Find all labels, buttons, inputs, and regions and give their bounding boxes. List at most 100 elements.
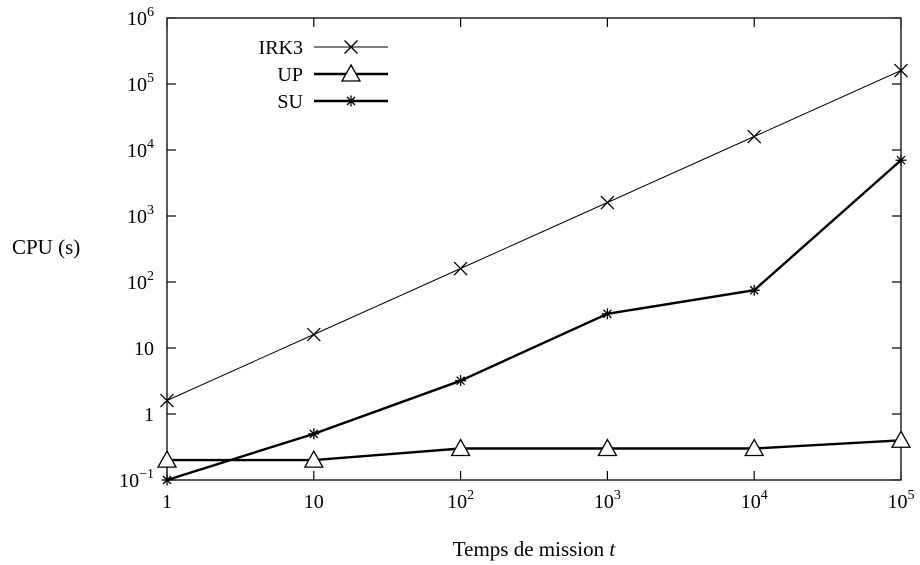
legend-item-su: SU [277, 91, 388, 113]
marker-stroke [600, 195, 615, 210]
y-tick-label-exponent: 5 [147, 71, 154, 86]
y-tick-label-base: 10 [127, 140, 147, 162]
y-tick-label: 10 [134, 338, 154, 360]
marker-stroke [344, 40, 358, 54]
y-tick-label-exponent: 4 [147, 137, 154, 152]
y-tick-label-exponent: 6 [147, 5, 154, 20]
y-tick-label: 103 [127, 203, 154, 228]
x-tick-label-base: 1 [162, 491, 172, 513]
x-tick-label-base: 10 [304, 491, 324, 513]
data-point [600, 195, 615, 210]
legend-label: SU [277, 91, 303, 113]
y-tick-label-exponent: −1 [139, 467, 154, 482]
x-axis-label-variable: t [609, 537, 616, 561]
x-axis-label-prefix: Temps de mission [453, 537, 610, 561]
marker-triangle [597, 438, 618, 457]
data-point [450, 438, 471, 457]
data-point [308, 428, 320, 440]
y-tick-label-base: 10 [127, 74, 147, 96]
marker-stroke [306, 327, 321, 342]
data-point [601, 308, 613, 320]
x-tick-label: 103 [594, 488, 621, 513]
y-tick-label-exponent: 2 [147, 269, 154, 284]
x-tick-label-exponent: 5 [908, 488, 915, 503]
data-point [895, 154, 907, 166]
y-tick-label: 102 [127, 269, 154, 294]
data-point [156, 449, 178, 468]
y-tick-label-base: 1 [144, 404, 154, 426]
x-tick-label: 10 [304, 491, 324, 513]
series-layer [156, 63, 912, 486]
marker-stroke [160, 393, 174, 408]
data-point [894, 63, 908, 78]
legend-marker [344, 40, 358, 54]
data-point [306, 327, 321, 342]
y-tick-label: 10−1 [119, 467, 154, 492]
x-tick-label-exponent: 4 [761, 488, 768, 503]
data-point [455, 375, 467, 387]
data-point [890, 429, 912, 448]
series-line [166, 70, 902, 401]
marker-triangle [340, 63, 362, 82]
x-tick-label: 105 [888, 488, 915, 513]
plot-frame [166, 17, 902, 481]
x-tick-label-exponent: 3 [614, 488, 621, 503]
x-tick-label: 104 [741, 488, 768, 513]
y-tick-label-exponent: 3 [147, 203, 154, 218]
data-point [747, 129, 762, 144]
legend-item-irk3: IRK3 [259, 37, 388, 59]
x-tick-label: 1 [162, 491, 172, 513]
marker-triangle [303, 449, 324, 468]
series-line [166, 159, 902, 482]
marker-stroke [162, 475, 172, 485]
marker-stroke [309, 429, 319, 439]
y-tick-label: 1 [144, 404, 154, 426]
y-tick-label-base: 10 [127, 272, 147, 294]
data-point [748, 284, 760, 296]
series-line [167, 439, 902, 462]
marker-triangle [450, 438, 471, 457]
y-tick-label: 105 [127, 71, 154, 96]
x-axis-label: Temps de mission t [453, 537, 617, 561]
legend-label: IRK3 [259, 37, 303, 59]
y-tick-label-base: 10 [127, 8, 147, 30]
data-point [453, 261, 468, 276]
marker-stroke [453, 261, 468, 276]
legend: IRK3 UP SU [259, 37, 388, 113]
x-tick-label-base: 10 [741, 491, 761, 513]
legend-marker [345, 95, 357, 107]
marker-stroke [747, 129, 762, 144]
legend-marker [340, 63, 362, 82]
data-point [597, 438, 618, 457]
marker-triangle [744, 438, 765, 457]
marker-stroke [602, 309, 612, 319]
series-irk3 [160, 63, 908, 408]
x-tick-label-base: 10 [594, 491, 614, 513]
y-axis-label: CPU (s) [12, 235, 80, 259]
marker-triangle [156, 449, 178, 468]
y-tick-label: 106 [127, 5, 154, 30]
y-tick-label-base: 10 [119, 470, 139, 492]
data-point [161, 474, 173, 486]
plot-axes [166, 17, 902, 481]
y-tick-label: 104 [127, 137, 154, 162]
data-point [303, 449, 324, 468]
marker-stroke [346, 96, 356, 106]
x-tick-label: 102 [447, 488, 474, 513]
marker-stroke [456, 376, 466, 386]
series-su [161, 154, 907, 486]
x-tick-label-base: 10 [447, 491, 467, 513]
y-tick-label-base: 10 [127, 206, 147, 228]
series-up [156, 429, 912, 468]
x-tick-label-exponent: 2 [467, 488, 474, 503]
marker-stroke [749, 285, 759, 295]
x-tick-label-base: 10 [888, 491, 908, 513]
data-point [160, 393, 174, 408]
marker-triangle [890, 429, 912, 448]
legend-label: UP [277, 64, 303, 86]
data-point [744, 438, 765, 457]
marker-stroke [896, 155, 906, 165]
y-tick-label-base: 10 [134, 338, 154, 360]
